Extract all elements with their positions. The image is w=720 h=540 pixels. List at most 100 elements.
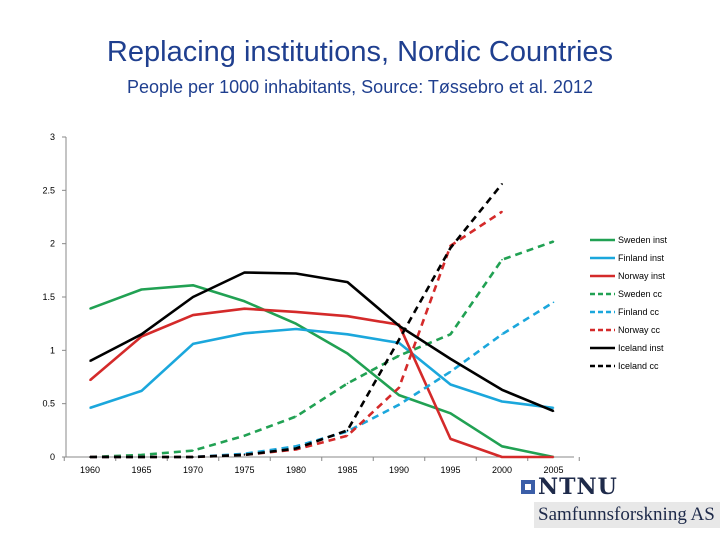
data-point: [140, 456, 143, 458]
data-point: [89, 379, 91, 382]
data-point: [449, 247, 452, 249]
data-point: [89, 360, 91, 362]
x-tick-label: 1965: [131, 465, 151, 475]
data-point: [449, 438, 452, 440]
legend-label-4: Finland cc: [618, 307, 660, 317]
x-tick-label: 1975: [234, 465, 254, 475]
data-point: [501, 258, 503, 261]
legend-label-0: Sweden inst: [618, 235, 668, 245]
series-line-6: [89, 271, 554, 413]
y-tick-label: 2.5: [42, 185, 55, 195]
legend-label-5: Norway cc: [618, 325, 661, 335]
y-tick-label: 1.5: [42, 292, 55, 302]
y-tick-label: 0: [50, 452, 55, 462]
data-point: [295, 311, 297, 313]
x-tick-label: 1960: [80, 465, 100, 475]
data-point: [552, 240, 555, 243]
data-point: [295, 415, 297, 418]
data-point: [501, 400, 503, 403]
x-tick-label: 1990: [389, 465, 409, 475]
data-point: [552, 456, 555, 458]
data-point: [192, 284, 194, 287]
data-point: [140, 333, 143, 336]
data-point: [346, 315, 349, 318]
data-point: [501, 210, 503, 213]
data-point: [295, 272, 297, 275]
data-point: [295, 322, 297, 325]
legend-label-7: Iceland cc: [618, 361, 659, 371]
data-point: [552, 410, 555, 412]
data-point: [398, 338, 400, 341]
x-tick-label: 1995: [440, 465, 460, 475]
data-point: [346, 333, 349, 336]
data-point: [89, 307, 91, 310]
data-point: [501, 389, 503, 391]
data-point: [140, 288, 143, 291]
data-point: [192, 343, 194, 345]
data-point: [449, 383, 452, 386]
data-point: [398, 403, 400, 406]
data-point: [501, 333, 503, 336]
page-title: Replacing institutions, Nordic Countries: [106, 36, 614, 68]
legend-label-1: Finland inst: [618, 253, 665, 263]
samfunnsforskning-wordmark: Samfunnsforskning AS: [534, 502, 720, 528]
data-point: [243, 300, 246, 303]
y-tick-label: 3: [50, 132, 55, 142]
data-point: [501, 183, 503, 185]
data-point: [449, 412, 452, 415]
data-point: [243, 332, 246, 335]
data-point: [449, 333, 452, 336]
y-tick-label: 0.5: [42, 399, 55, 409]
data-point: [552, 301, 555, 304]
legend-label-2: Norway inst: [618, 271, 666, 281]
data-point: [89, 456, 91, 458]
data-point: [192, 449, 194, 452]
data-point: [192, 314, 194, 316]
data-point: [295, 445, 297, 448]
data-point: [192, 296, 194, 298]
ntnu-logo: NTNU Samfunnsforskning AS: [518, 474, 720, 540]
data-point: [295, 447, 297, 450]
data-point: [501, 456, 503, 458]
data-point: [243, 434, 246, 437]
data-point: [552, 407, 555, 409]
data-point: [501, 445, 503, 448]
x-tick-label: 1980: [286, 465, 306, 475]
data-point: [449, 370, 452, 373]
data-point: [243, 454, 246, 456]
data-point: [140, 335, 143, 338]
x-tick-label: 2000: [492, 465, 512, 475]
data-point: [398, 325, 400, 327]
data-point: [140, 454, 143, 456]
page-subtitle: People per 1000 inhabitants, Source: Tøs…: [127, 77, 593, 97]
y-tick-label: 1: [50, 345, 55, 355]
series-line-1: [89, 327, 554, 410]
legend-label-6: Iceland inst: [618, 343, 664, 353]
data-point: [346, 382, 349, 385]
data-point: [398, 354, 400, 357]
data-point: [89, 407, 91, 409]
data-point: [243, 271, 246, 274]
x-tick-label: 1970: [183, 465, 203, 475]
data-point: [295, 328, 297, 330]
data-point: [346, 281, 349, 283]
ntnu-mark-icon: [521, 480, 535, 494]
legend-label-3: Sweden cc: [618, 289, 663, 299]
data-point: [346, 352, 349, 355]
data-point: [398, 386, 400, 389]
data-point: [398, 394, 400, 396]
y-tick-label: 2: [50, 239, 55, 249]
data-point: [243, 307, 246, 310]
series-line-0: [89, 283, 554, 459]
series-line-5: [90, 210, 503, 459]
data-point: [346, 429, 349, 432]
series-line-2: [89, 307, 554, 459]
x-tick-label: 1985: [337, 465, 357, 475]
data-point: [192, 456, 194, 458]
data-point: [140, 390, 143, 392]
ntnu-wordmark: NTNU: [538, 474, 618, 500]
x-tick-label: 2005: [543, 465, 563, 475]
data-point: [449, 358, 452, 360]
series-line-3: [89, 240, 554, 459]
